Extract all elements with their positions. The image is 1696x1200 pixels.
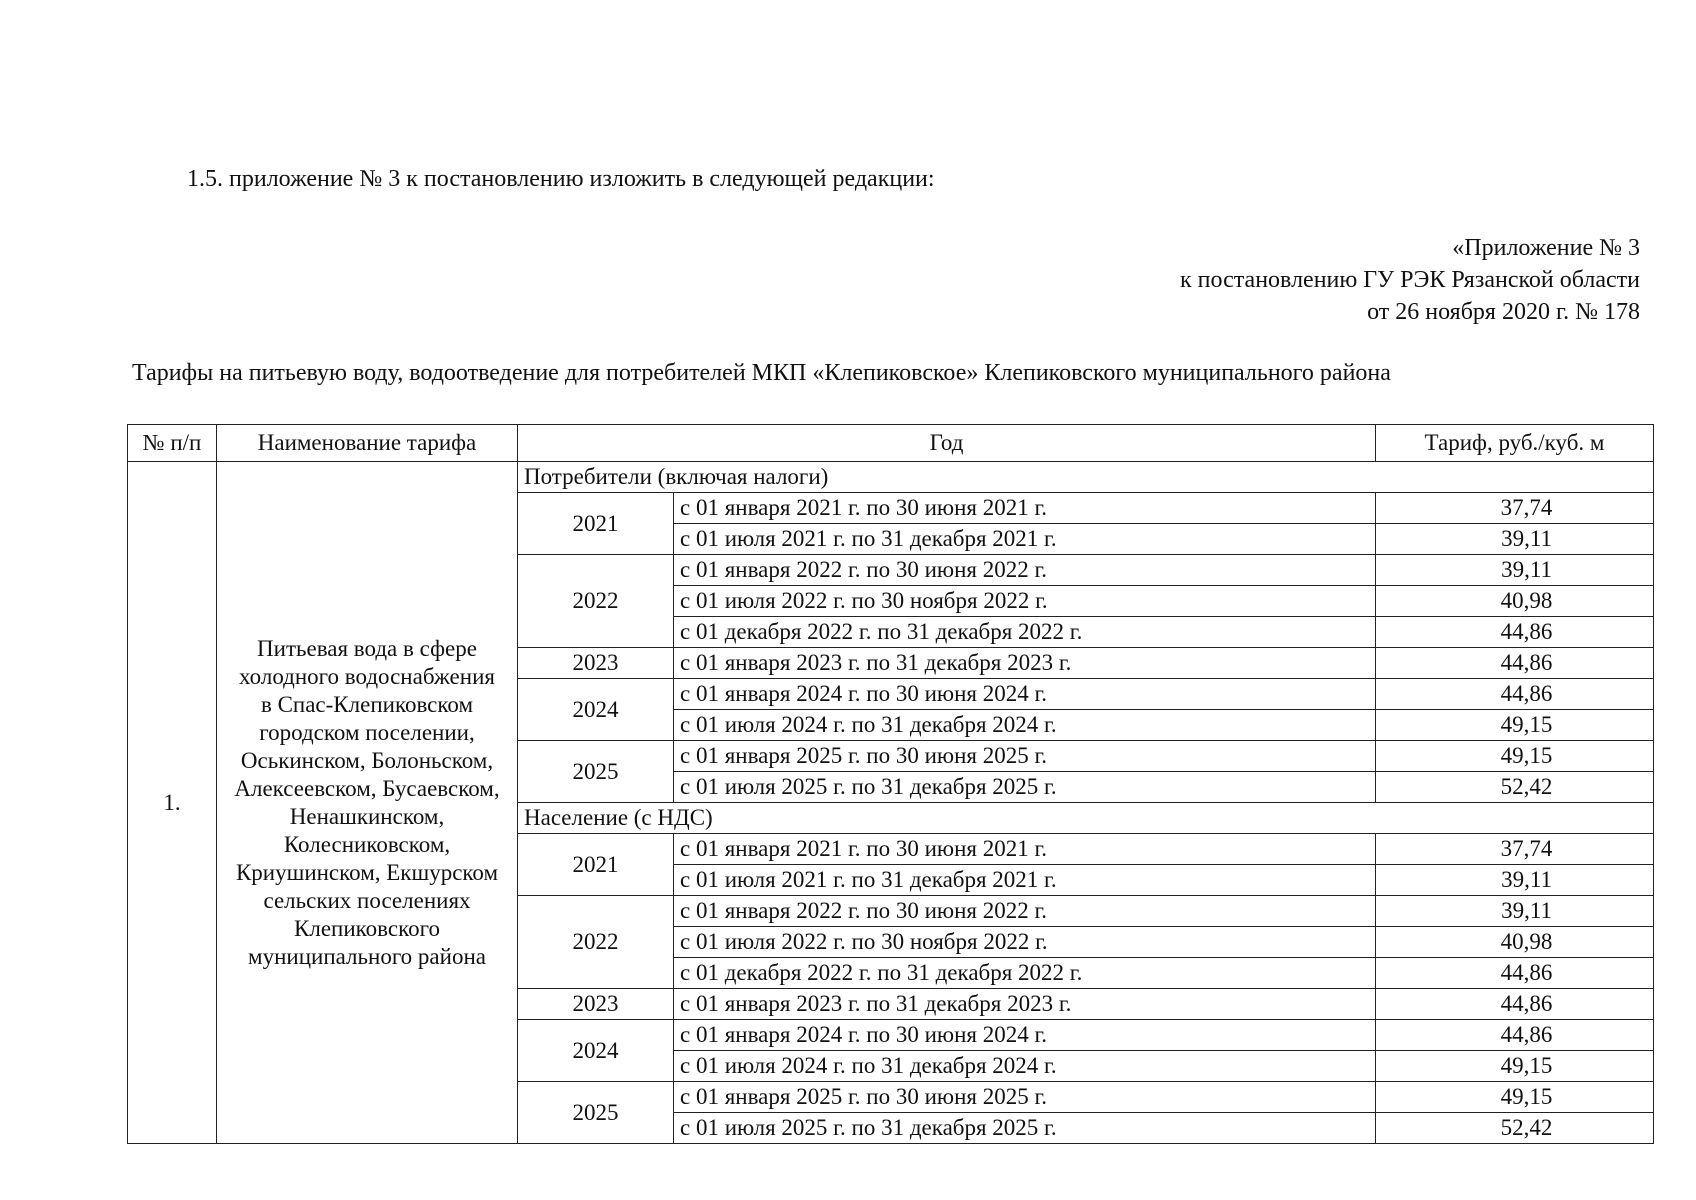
tariff-value-cell: 44,86 [1375,616,1655,648]
tariff-value-cell: 39,11 [1375,554,1655,586]
period-cell: с 01 января 2025 г. по 30 июня 2025 г. [672,740,1377,772]
period-cell: с 01 июля 2025 г. по 31 декабря 2025 г. [672,771,1377,803]
document-title: Тарифы на питьевую воду, водоотведение д… [132,360,1391,386]
period-cell: с 01 декабря 2022 г. по 31 декабря 2022 … [672,616,1377,648]
table-row: с 01 июля 2025 г. по 31 декабря 2025 г. 5… [128,1112,1655,1144]
period-cell: с 01 января 2023 г. по 31 декабря 2023 г… [672,647,1377,679]
table-row: 2025 с 01 января 2025 г. по 30 июня 2025 … [128,740,1655,803]
period-cell: с 01 января 2025 г. по 30 июня 2025 г. [672,1081,1377,1113]
table-row: с 01 декабря 2022 г. по 31 декабря 2022 … [128,616,1655,648]
approval-line: к постановлению ГУ РЭК Рязанской области [1180,267,1640,293]
table-row: с 01 июля 2025 г. по 31 декабря 2025 г. 5… [128,771,1655,803]
tariff-value-cell: 44,86 [1375,647,1655,679]
period-cell: с 01 июля 2024 г. по 31 декабря 2024 г. [672,709,1377,741]
year-cell: 2021 [517,492,674,555]
tariff-value-cell: 39,11 [1375,864,1655,896]
approval-block: «Приложение № 3 к постановлению ГУ РЭК Р… [1180,232,1640,328]
period-cell: с 01 июля 2021 г. по 31 декабря 2021 г. [672,864,1377,896]
tariff-name-cell: Питьевая вода в сфере холодного водоснабж… [216,461,518,1144]
table-header-row: № п/п Наименование тарифа Год Тариф, руб… [127,424,1655,462]
tariff-name-line: в Спас-Клепиковском [260,691,474,717]
period-cell: с 01 июля 2022 г. по 30 ноября 2022 г. [672,926,1377,958]
table-row: с 01 июля 2022 г. по 30 ноября 2022 г. 40… [128,926,1655,958]
period-cell: с 01 июля 2024 г. по 31 декабря 2024 г. [672,1050,1377,1082]
tariff-value-cell: 39,11 [1375,523,1655,555]
period-cell: с 01 января 2023 г. по 31 декабря 2023 г… [672,988,1377,1020]
table-row: 2023 с 01 января 2023 г. по 31 декабря 20… [128,988,1655,1020]
tariff-name-line: муниципального района [248,943,486,969]
period-cell: с 01 января 2021 г. по 30 июня 2021 г. [672,833,1377,865]
period-cell: с 01 января 2022 г. по 30 июня 2022 г. [672,895,1377,927]
year-cell: 2023 [517,988,674,1020]
approval-line: «Приложение № 3 [1452,235,1640,261]
year-cell: 2024 [517,1019,674,1082]
period-cell: с 01 января 2022 г. по 30 июня 2022 г. [672,554,1377,586]
header-number: № п/п [127,424,217,462]
tariff-value-cell: 44,86 [1375,1019,1655,1051]
year-cell: 2022 [517,554,674,648]
table-row: с 01 декабря 2022 г. по 31 декабря 2022 … [128,957,1655,989]
tariff-name-line: Питьевая вода в сфере [257,635,477,661]
tariff-value-cell: 49,15 [1375,709,1655,741]
table-row: 2021 с 01 января 2021 г. по 30 июня 2021 … [128,833,1655,896]
period-cell: с 01 января 2024 г. по 30 июня 2024 г. [672,1019,1377,1051]
period-cell: с 01 июля 2022 г. по 30 ноября 2022 г. [672,585,1377,617]
tariff-value-cell: 37,74 [1375,492,1655,524]
period-cell: с 01 января 2024 г. по 30 июня 2024 г. [672,678,1377,710]
tariff-value-cell: 44,86 [1375,678,1655,710]
period-cell: с 01 июля 2021 г. по 31 декабря 2021 г. [672,523,1377,555]
row-number: 1. [127,461,217,1144]
tariff-value-cell: 49,15 [1375,1081,1655,1113]
tariff-name-line: Оськинском, Болоньском, [240,747,494,773]
year-cell: 2021 [517,833,674,896]
section-label: Население (с НДС) [516,802,1655,834]
tariff-name-line: Клепиковского [294,915,440,941]
tariff-name-line: Криушинском, Екшурском [235,859,499,885]
tariff-value-cell: 37,74 [1375,833,1655,865]
tariff-value-cell: 40,98 [1375,585,1655,617]
tariff-value-cell: 49,15 [1375,740,1655,772]
approval-line: от 26 ноября 2020 г. № 178 [1367,299,1640,325]
tariff-value-cell: 44,86 [1375,957,1655,989]
year-cell: 2022 [517,895,674,989]
tariff-name-line: Алексеевском, Бусаевском, [234,775,500,801]
tariff-name-line: Ненашкинском, [289,803,445,829]
tariff-value-cell: 52,42 [1375,1112,1655,1144]
tariff-table: № п/п Наименование тарифа Год Тариф, руб… [127,424,1655,1144]
table-row: с 01 июля 2024 г. по 31 декабря 2024 г. 4… [128,1050,1655,1082]
year-cell: 2025 [517,1081,674,1144]
header-tariff-value: Тариф, руб./куб. м [1375,424,1655,462]
table-row: 2024 с 01 января 2024 г. по 30 июня 2024 … [128,678,1655,741]
table-row: 2023 с 01 января 2023 г. по 31 декабря 20… [128,647,1655,679]
tariff-name-line: Колесниковском, [283,831,451,857]
section-label: Потребители (включая налоги) [516,461,1655,493]
tariff-value-cell: 52,42 [1375,771,1655,803]
year-cell: 2023 [517,647,674,679]
header-year: Год [516,424,1377,462]
tariff-value-cell: 39,11 [1375,895,1655,927]
section-row: 1. Питьевая вода в сфере холодного водосна… [127,461,1655,1144]
period-cell: с 01 декабря 2022 г. по 31 декабря 2022 … [672,957,1377,989]
tariff-name-line: сельских поселениях [263,887,471,913]
table-row: 2021 с 01 января 2021 г. по 30 июня 2021 … [128,492,1655,555]
header-tariff-name: Наименование тарифа [216,424,518,462]
table-row: с 01 июля 2022 г. по 30 ноября 2022 г. 40… [128,585,1655,617]
table-row: 2024 с 01 января 2024 г. по 30 июня 2024 … [128,1019,1655,1082]
tariff-value-cell: 40,98 [1375,926,1655,958]
period-cell: с 01 июля 2025 г. по 31 декабря 2025 г. [672,1112,1377,1144]
tariff-value-cell: 49,15 [1375,1050,1655,1082]
year-cell: 2024 [517,678,674,741]
intro-paragraph: 1.5. приложение № 3 к постановлению изло… [187,166,935,192]
year-cell: 2025 [517,740,674,803]
table-row: с 01 июля 2024 г. по 31 декабря 2024 г. 4… [128,709,1655,741]
period-cell: с 01 января 2021 г. по 30 июня 2021 г. [672,492,1377,524]
tariff-name-line: холодного водоснабжения [239,663,495,689]
table-row: 2022 с 01 января 2022 г. по 30 июня 2022 … [128,895,1655,989]
tariff-value-cell: 44,86 [1375,988,1655,1020]
tariff-name-line: городском поселении, [259,719,475,745]
